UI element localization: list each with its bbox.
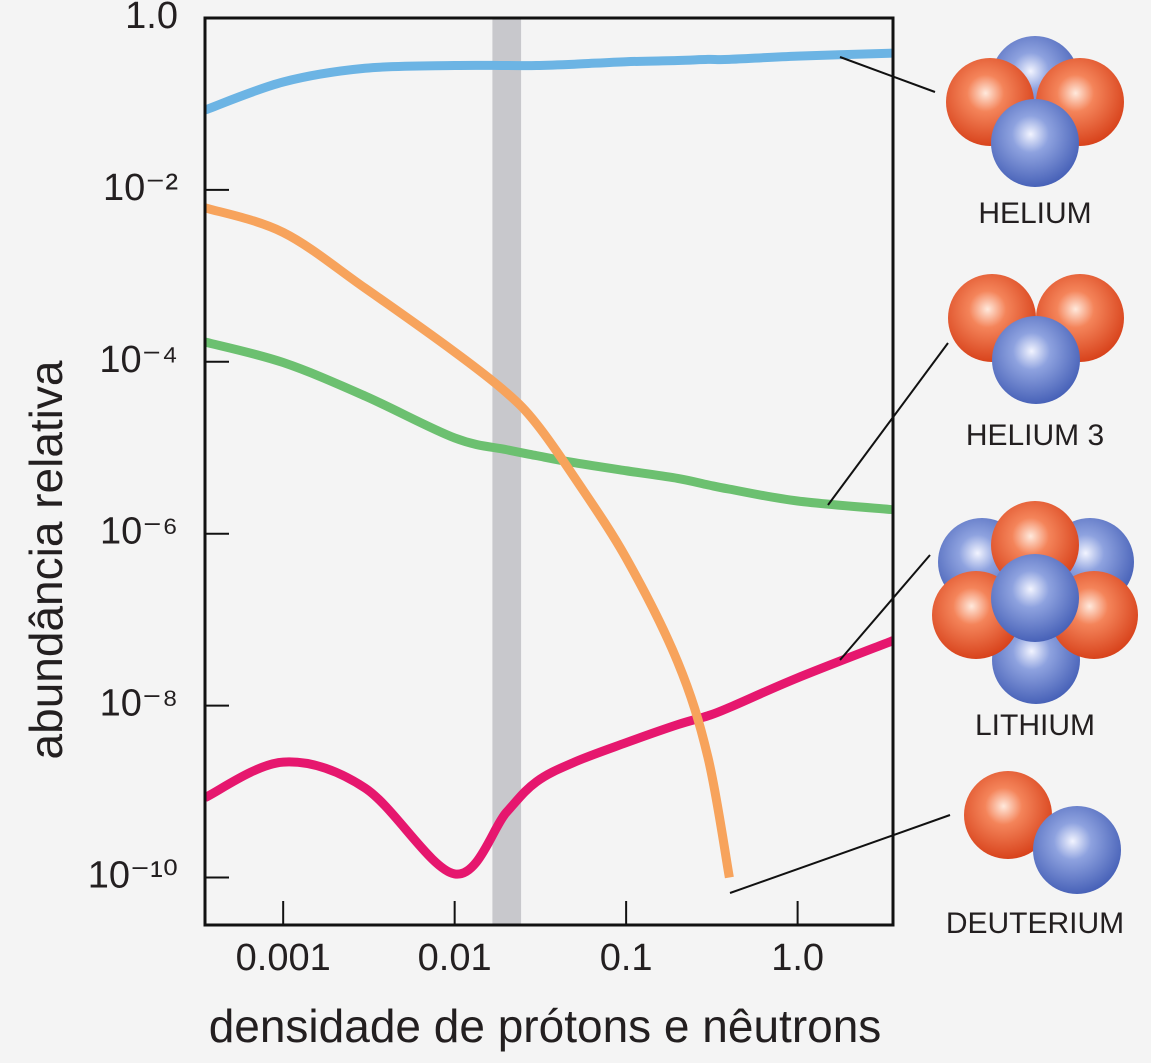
leader-lines [730, 57, 950, 893]
x-tick-label: 0.001 [236, 937, 331, 979]
legend-label: HELIUM 3 [966, 419, 1104, 452]
y-tick-label: 10⁻² [103, 167, 178, 209]
series-line [205, 641, 893, 875]
plot-area [205, 18, 893, 925]
x-tick-label: 0.01 [418, 937, 492, 979]
helium3-nucleus [948, 274, 1124, 404]
x-tick-label: 1.0 [771, 937, 824, 979]
legend-label: HELIUM [978, 197, 1091, 230]
y-tick-label: 1.0 [125, 0, 178, 37]
legend-label: DEUTERIUM [946, 907, 1124, 940]
lithium-nucleus [932, 501, 1138, 704]
y-tick-label: 10⁻⁶ [100, 511, 178, 553]
y-tick-label: 10⁻⁸ [100, 683, 178, 725]
y-tick-label: 10⁻⁴ [99, 339, 178, 381]
leader-line [840, 57, 935, 92]
highlight-band [492, 18, 521, 925]
series-line [205, 208, 729, 878]
x-tick-label: 0.1 [600, 937, 653, 979]
series-line [205, 342, 893, 510]
series-line [205, 53, 893, 110]
legend-label: LITHIUM [975, 709, 1095, 742]
helium-nucleus [946, 36, 1124, 187]
plot-frame [205, 18, 893, 925]
leader-line [828, 343, 948, 505]
chart: abundância relativa densidade de prótons… [0, 0, 1151, 1063]
deuterium-nucleus [964, 771, 1121, 894]
leader-line [730, 815, 950, 893]
page: {"chart_data": { "type": "line", "log_x"… [0, 0, 1151, 1063]
y-axis-label: abundância relativa [20, 360, 72, 759]
x-axis-label: densidade de prótons e nêutrons [209, 1000, 882, 1052]
y-tick-label: 10⁻¹⁰ [88, 855, 178, 897]
